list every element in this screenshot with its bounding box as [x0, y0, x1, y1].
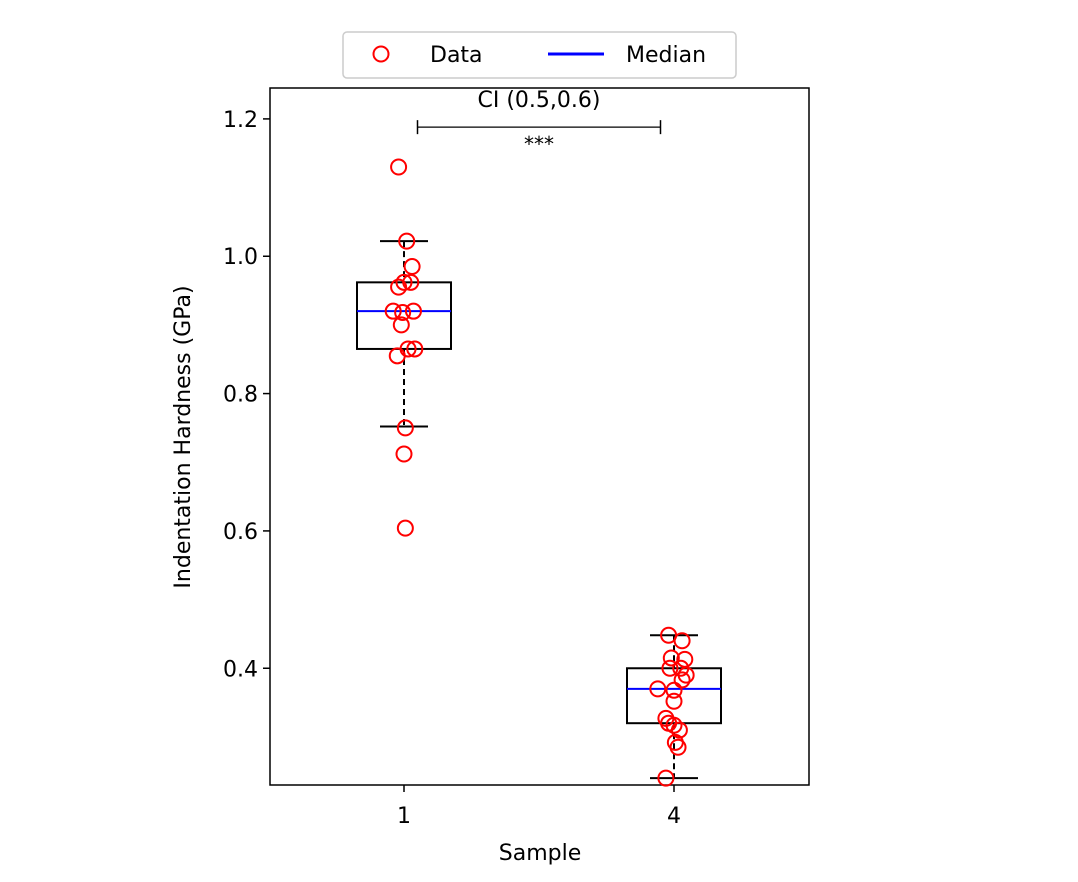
y-axis-label: Indentation Hardness (GPa)	[171, 285, 196, 588]
data-point	[403, 258, 421, 276]
legend-label-data: Data	[430, 43, 483, 68]
iqr-box	[626, 667, 722, 725]
legend-data-marker	[372, 45, 390, 63]
data-point	[388, 347, 406, 365]
legend: Data Median	[342, 31, 737, 79]
data-point	[665, 692, 683, 710]
data-point	[404, 302, 422, 320]
data-point	[662, 649, 680, 667]
data-point	[390, 158, 408, 176]
data-point	[665, 681, 683, 699]
y-tick-label: 0.6	[223, 520, 258, 545]
data-point	[390, 278, 408, 296]
data-point	[677, 666, 695, 684]
y-axis-ticks: 0.4 0.6 0.8 1.0 1.2	[223, 108, 270, 682]
x-tick-label: 1	[397, 804, 411, 829]
data-point	[394, 304, 412, 322]
data-point	[670, 721, 688, 739]
data-point	[657, 769, 675, 787]
axes-frame	[269, 87, 810, 786]
data-point	[669, 738, 687, 756]
legend-frame	[342, 31, 737, 79]
data-point	[396, 419, 414, 437]
data-point	[673, 632, 691, 650]
box-sample-4	[626, 634, 722, 780]
data-point	[395, 273, 413, 291]
data-point	[406, 340, 424, 358]
data-point-layer	[384, 158, 695, 787]
y-tick-label: 1.2	[223, 108, 258, 133]
y-tick-label: 0.8	[223, 383, 258, 408]
data-point	[673, 671, 691, 689]
legend-label-median: Median	[626, 43, 706, 68]
x-tick-label: 4	[667, 804, 681, 829]
data-point	[392, 316, 410, 334]
data-point	[396, 519, 414, 537]
y-tick-label: 1.0	[223, 245, 258, 270]
y-tick-label: 0.4	[223, 657, 258, 682]
data-point	[384, 302, 402, 320]
significance-stars: ***	[524, 132, 554, 156]
ci-label: CI (0.5,0.6)	[478, 88, 601, 113]
data-point	[661, 659, 679, 677]
data-point	[398, 232, 416, 250]
data-point	[395, 445, 413, 463]
significance-annotation: CI (0.5,0.6) ***	[416, 88, 662, 156]
data-point	[649, 680, 667, 698]
data-point	[665, 716, 683, 734]
x-axis-label: Sample	[499, 841, 582, 866]
